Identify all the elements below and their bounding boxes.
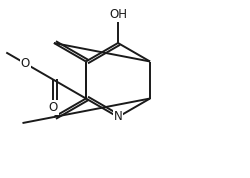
Text: OH: OH (109, 9, 127, 22)
Text: O: O (48, 101, 58, 114)
Text: O: O (21, 57, 30, 70)
Text: N: N (114, 111, 122, 124)
